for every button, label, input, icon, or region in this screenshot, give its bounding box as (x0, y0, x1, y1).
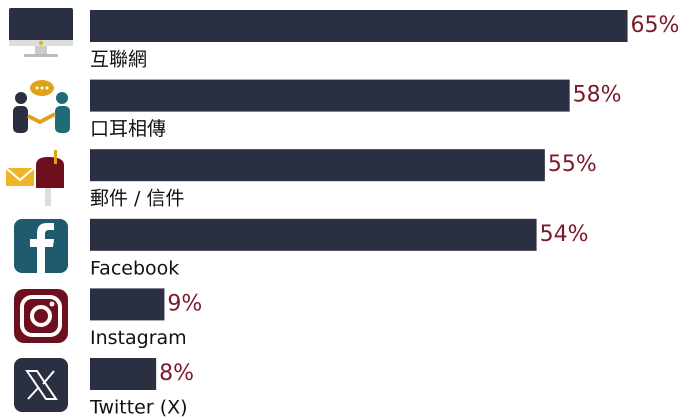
bar (90, 288, 165, 321)
category-label: 互聯網 (90, 49, 147, 71)
value-label: 65% (631, 13, 680, 38)
category-label: Twitter (X) (89, 397, 188, 419)
bar (90, 358, 157, 390)
value-label: 55% (548, 152, 597, 177)
category-label: 郵件 / 信件 (90, 188, 184, 210)
bar (90, 10, 628, 42)
icon-instagram (14, 289, 68, 343)
icon-mail (5, 150, 64, 206)
value-label: 54% (540, 222, 589, 247)
bar (90, 149, 545, 182)
category-label: Facebook (90, 257, 179, 279)
bar (90, 218, 537, 251)
value-label: 58% (573, 83, 622, 108)
icon-x (14, 358, 68, 412)
category-label: Instagram (90, 327, 187, 349)
bar (90, 79, 570, 112)
category-label: 口耳相傳 (90, 118, 166, 140)
value-label: 9% (167, 291, 202, 316)
value-label: 8% (159, 361, 194, 386)
icon-facebook (14, 219, 68, 273)
icon-word-of-mouth (13, 80, 70, 133)
icon-internet (9, 8, 73, 57)
